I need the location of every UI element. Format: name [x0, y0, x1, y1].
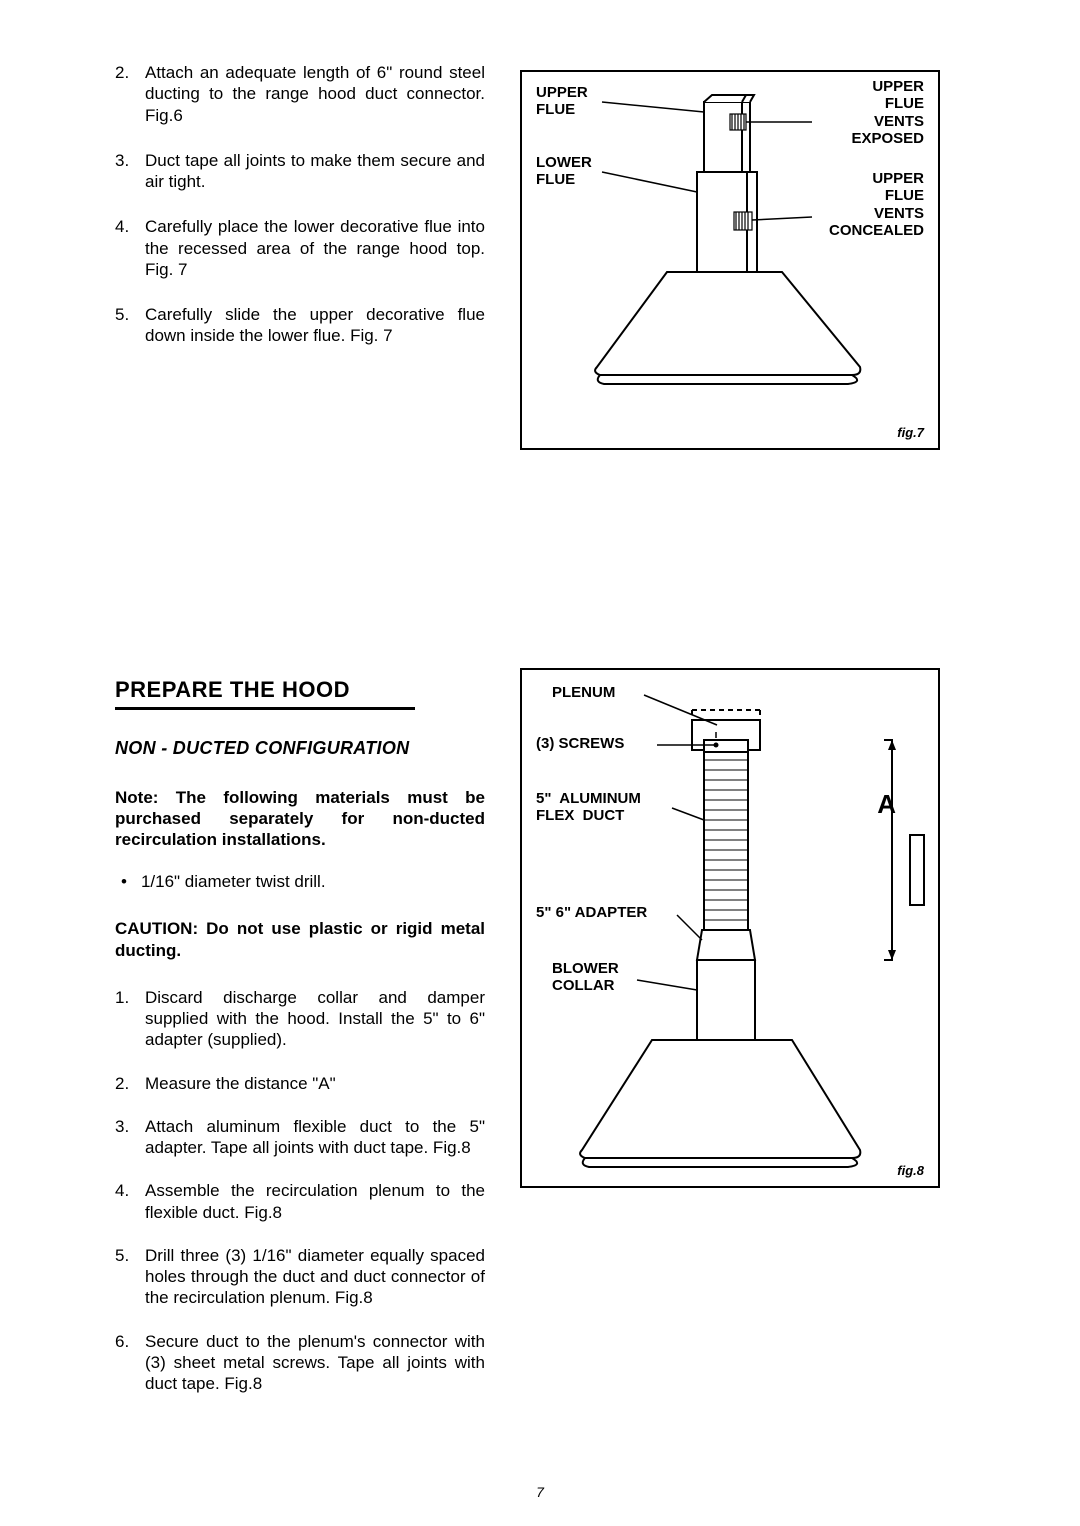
fig7-upper-flue-label: UPPER FLUE	[536, 84, 588, 119]
bullet-item: 1/16" diameter twist drill.	[115, 872, 485, 892]
step-text: Discard discharge collar and damper supp…	[145, 988, 485, 1050]
step-item: 2. Measure the distance "A"	[115, 1073, 485, 1094]
step-num: 4.	[115, 1180, 129, 1201]
fig7-lower-flue-label: LOWER FLUE	[536, 154, 592, 189]
page: 2. Attach an adequate length of 6" round …	[0, 0, 1080, 1526]
left-column: 2. Attach an adequate length of 6" round …	[115, 62, 485, 1416]
list-item: 5. Carefully slide the upper decorative f…	[115, 304, 485, 347]
step-item: 3. Attach aluminum flexible duct to the 5…	[115, 1116, 485, 1159]
step-item: 6. Secure duct to the plenum's connector …	[115, 1331, 485, 1395]
fig7-caption: fig.7	[897, 425, 924, 440]
list-num: 4.	[115, 216, 129, 237]
step-text: Assemble the recirculation plenum to the…	[145, 1181, 485, 1221]
list-item: 4. Carefully place the lower decorative f…	[115, 216, 485, 280]
step-num: 5.	[115, 1245, 129, 1266]
note-text: Note: The following materials must be pu…	[115, 787, 485, 851]
step-text: Attach aluminum flexible duct to the 5" …	[145, 1117, 485, 1157]
step-text: Drill three (3) 1/16" diameter equally s…	[145, 1246, 485, 1308]
fig8-screws-label: (3) SCREWS	[536, 735, 624, 752]
list-item: 3. Duct tape all joints to make them secu…	[115, 150, 485, 193]
step-num: 1.	[115, 987, 129, 1008]
step-text: Secure duct to the plenum's connector wi…	[145, 1332, 485, 1394]
fig8-adapter-label: 5" 6" ADAPTER	[536, 904, 647, 921]
fig7-vents-exposed-label: UPPER FLUE VENTS EXPOSED	[851, 78, 924, 147]
list-num: 5.	[115, 304, 129, 325]
step-item: 1. Discard discharge collar and damper su…	[115, 987, 485, 1051]
fig8-caption: fig.8	[897, 1163, 924, 1178]
step-num: 3.	[115, 1116, 129, 1137]
figure-8: PLENUM (3) SCREWS 5" ALUMINUM FLEX DUCT …	[520, 668, 940, 1188]
step-item: 5. Drill three (3) 1/16" diameter equally…	[115, 1245, 485, 1309]
steps-list: 1. Discard discharge collar and damper su…	[115, 987, 485, 1395]
list-text: Carefully place the lower decorative flu…	[145, 217, 485, 279]
bullet-list: 1/16" diameter twist drill.	[115, 872, 485, 892]
step-text: Measure the distance "A"	[145, 1074, 336, 1093]
step-num: 6.	[115, 1331, 129, 1352]
list-item: 2. Attach an adequate length of 6" round …	[115, 62, 485, 126]
list-text: Carefully slide the upper decorative flu…	[145, 305, 485, 345]
page-number: 7	[0, 1484, 1080, 1500]
fig8-flex-duct-label: 5" ALUMINUM FLEX DUCT	[536, 790, 641, 825]
fig8-plenum-label: PLENUM	[552, 684, 615, 701]
step-num: 2.	[115, 1073, 129, 1094]
figure-7: UPPER FLUE LOWER FLUE UPPER FLUE VENTS E…	[520, 70, 940, 450]
caution-text: CAUTION: Do not use plastic or rigid met…	[115, 918, 485, 961]
list-num: 3.	[115, 150, 129, 171]
section-title: PREPARE THE HOOD	[115, 677, 415, 710]
fig7-vents-concealed-label: UPPER FLUE VENTS CONCEALED	[829, 170, 924, 239]
continued-list: 2. Attach an adequate length of 6" round …	[115, 62, 485, 347]
list-text: Attach an adequate length of 6" round st…	[145, 63, 485, 125]
fig8-a-label: A	[877, 790, 896, 820]
step-item: 4. Assemble the recirculation plenum to t…	[115, 1180, 485, 1223]
list-num: 2.	[115, 62, 129, 83]
fig8-blower-label: BLOWER COLLAR	[552, 960, 619, 995]
subsection-title: NON - DUCTED CONFIGURATION	[115, 738, 485, 759]
list-text: Duct tape all joints to make them secure…	[145, 151, 485, 191]
